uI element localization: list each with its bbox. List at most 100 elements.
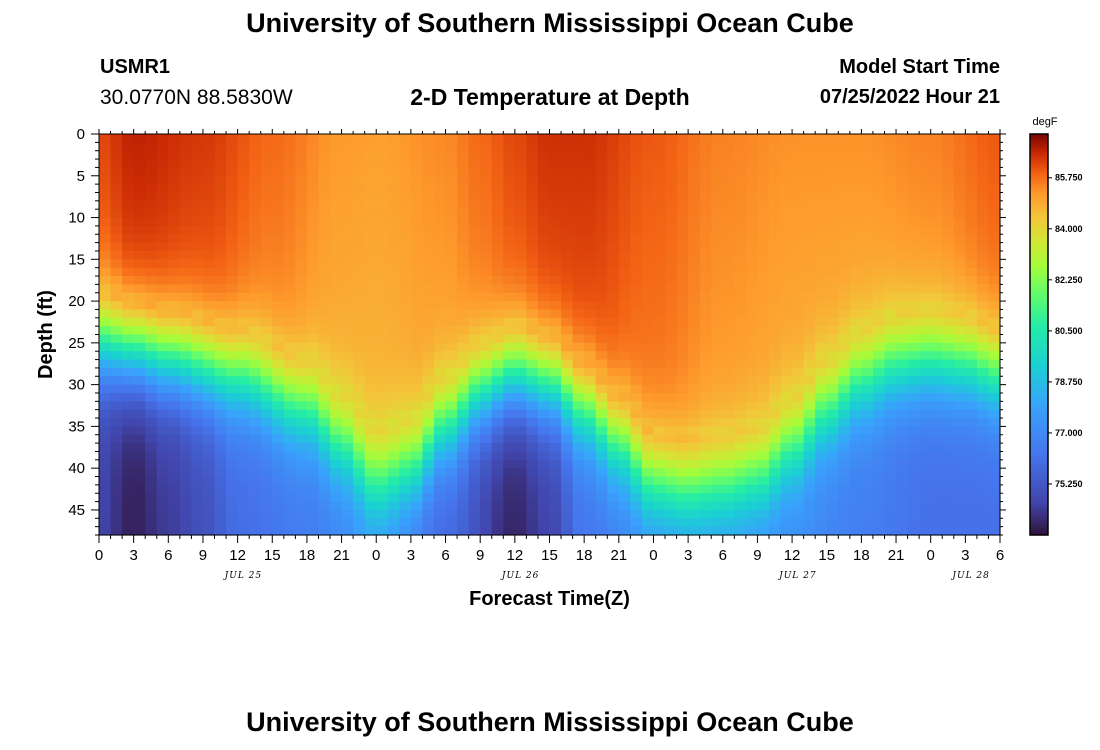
- heatmap-cell: [133, 134, 146, 143]
- heatmap-cell: [399, 192, 412, 202]
- heatmap-cell: [122, 259, 135, 269]
- heatmap-cell: [757, 159, 770, 169]
- heatmap-cell: [480, 134, 493, 143]
- heatmap-cell: [445, 359, 458, 369]
- heatmap-cell: [272, 326, 285, 336]
- heatmap-cell: [480, 334, 493, 344]
- heatmap-cell: [191, 418, 204, 427]
- heatmap-cell: [607, 468, 620, 478]
- heatmap-cell: [168, 192, 181, 202]
- heatmap-cell: [838, 159, 851, 169]
- heatmap-cell: [422, 250, 435, 260]
- heatmap-cell: [965, 392, 978, 402]
- heatmap-cell: [872, 184, 886, 194]
- heatmap-cell: [884, 134, 897, 143]
- heatmap-cell: [272, 209, 285, 219]
- heatmap-cell: [618, 342, 631, 352]
- heatmap-cell: [607, 443, 620, 453]
- heatmap-cell: [110, 459, 123, 469]
- heatmap-cell: [306, 384, 320, 394]
- heatmap-cell: [353, 217, 366, 227]
- heatmap-cell: [942, 501, 955, 511]
- heatmap-cell: [272, 359, 285, 369]
- heatmap-cell: [734, 250, 747, 260]
- heatmap-cell: [387, 292, 400, 302]
- heatmap-cell: [503, 317, 516, 327]
- heatmap-cell: [156, 250, 169, 260]
- heatmap-cell: [145, 426, 158, 436]
- heatmap-cell: [410, 401, 424, 411]
- heatmap-cell: [780, 359, 793, 369]
- heatmap-cell: [838, 509, 851, 519]
- heatmap-cell: [768, 509, 782, 519]
- heatmap-cell: [191, 493, 204, 503]
- heatmap-cell: [688, 167, 701, 177]
- heatmap-cell: [491, 484, 504, 494]
- heatmap-cell: [630, 134, 643, 143]
- heatmap-cell: [503, 434, 516, 444]
- heatmap-cell: [757, 142, 770, 152]
- heatmap-cell: [745, 167, 759, 177]
- heatmap-cell: [872, 234, 886, 244]
- heatmap-cell: [653, 167, 666, 177]
- heatmap-cell: [99, 200, 112, 210]
- heatmap-cell: [156, 392, 169, 402]
- heatmap-cell: [306, 501, 320, 511]
- heatmap-cell: [226, 242, 239, 252]
- heatmap-cell: [930, 142, 943, 152]
- heatmap-cell: [110, 234, 123, 244]
- heatmap-cell: [953, 259, 966, 269]
- heatmap-cell: [561, 334, 574, 344]
- heatmap-cell: [168, 384, 181, 394]
- heatmap-cell: [953, 426, 966, 436]
- heatmap-cell: [445, 509, 458, 519]
- heatmap-cell: [295, 276, 308, 285]
- heatmap-cell: [422, 317, 435, 327]
- heatmap-cell: [156, 150, 169, 160]
- heatmap-cell: [99, 192, 112, 202]
- heatmap-cell: [849, 159, 862, 169]
- heatmap-cell: [295, 309, 308, 319]
- heatmap-cell: [330, 242, 343, 252]
- heatmap-cell: [826, 267, 839, 277]
- heatmap-cell: [202, 426, 216, 436]
- heatmap-cell: [953, 376, 966, 386]
- heatmap-cell: [584, 484, 597, 494]
- heatmap-cell: [711, 493, 724, 503]
- heatmap-cell: [318, 434, 331, 444]
- heatmap-cell: [503, 418, 516, 427]
- heatmap-cell: [480, 259, 493, 269]
- heatmap-cell: [607, 434, 620, 444]
- heatmap-cell: [976, 167, 990, 177]
- heatmap-cell: [410, 518, 424, 528]
- heatmap-cell: [861, 309, 874, 319]
- heatmap-cell: [249, 167, 262, 177]
- heatmap-cell: [480, 192, 493, 202]
- heatmap-cell: [318, 150, 331, 160]
- heatmap-cell: [861, 217, 874, 227]
- x-tick-label: 18: [299, 547, 316, 564]
- heatmap-cell: [607, 326, 620, 336]
- heatmap-cell: [110, 159, 123, 169]
- heatmap-cell: [191, 443, 204, 453]
- heatmap-cell: [942, 468, 955, 478]
- heatmap-cell: [872, 468, 886, 478]
- heatmap-cell: [942, 493, 955, 503]
- heatmap-cell: [641, 309, 655, 319]
- heatmap-cell: [618, 501, 631, 511]
- heatmap-cell: [433, 317, 447, 327]
- heatmap-cell: [295, 468, 308, 478]
- heatmap-cell: [318, 451, 331, 461]
- heatmap-cell: [849, 334, 862, 344]
- heatmap-cell: [780, 409, 793, 419]
- heatmap-cell: [145, 518, 158, 528]
- heatmap-cell: [872, 384, 886, 394]
- heatmap-cell: [399, 301, 412, 311]
- heatmap-cell: [283, 175, 296, 185]
- heatmap-cell: [653, 175, 666, 185]
- heatmap-cell: [653, 493, 666, 503]
- heatmap-cell: [976, 509, 990, 519]
- heatmap-cell: [884, 434, 897, 444]
- heatmap-cell: [202, 175, 216, 185]
- heatmap-cell: [514, 317, 527, 327]
